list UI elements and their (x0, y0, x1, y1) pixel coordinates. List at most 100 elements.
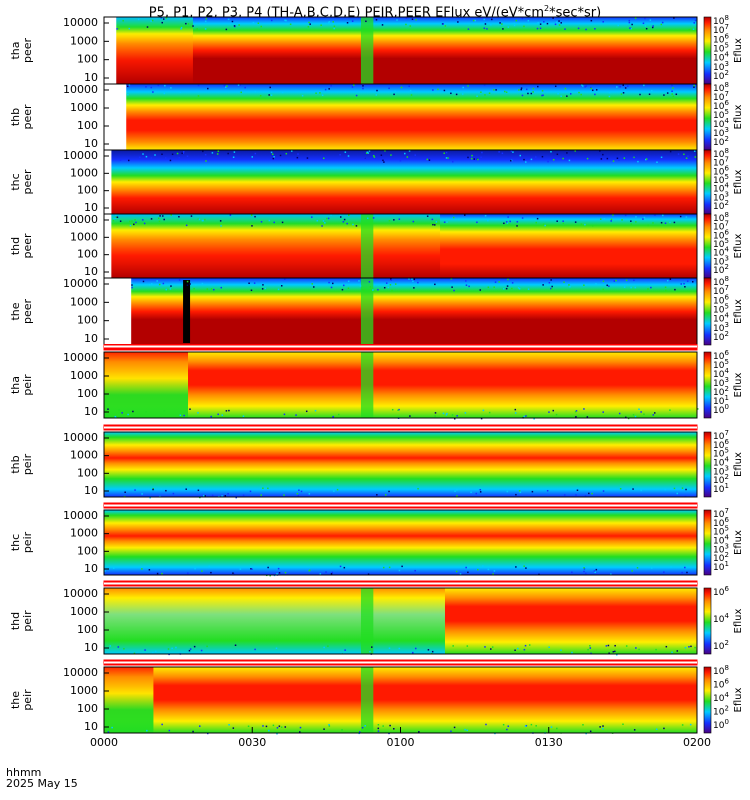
noise-speck (506, 728, 508, 731)
noise-speck (167, 648, 170, 650)
noise-speck (643, 84, 645, 87)
noise-speck (550, 726, 553, 728)
noise-speck (634, 415, 637, 418)
noise-speck (642, 22, 645, 25)
noise-speck (589, 91, 592, 93)
noise-speck (189, 283, 191, 285)
noise-speck (586, 157, 589, 160)
noise-speck (408, 278, 410, 280)
noise-speck (412, 220, 415, 223)
noise-speck (221, 495, 223, 497)
noise-speck (347, 280, 350, 283)
noise-speck (562, 220, 564, 222)
noise-speck (459, 573, 462, 575)
noise-speck (557, 92, 559, 95)
noise-speck (308, 493, 311, 495)
noise-speck (133, 652, 136, 655)
noise-speck (396, 19, 398, 21)
noise-speck (418, 731, 420, 733)
noise-speck (451, 160, 454, 163)
colorbar-tick-label: 102 (713, 330, 729, 343)
noise-speck (296, 156, 299, 159)
noise-speck (622, 723, 624, 726)
noise-speck (554, 23, 557, 26)
y-tick-label: 1000 (70, 684, 98, 697)
noise-speck (599, 150, 601, 152)
y-axis-label: thc (9, 534, 22, 551)
noise-speck (268, 729, 270, 732)
colorbar-tick-label: 100 (713, 718, 729, 731)
noise-speck (560, 22, 562, 24)
noise-speck (158, 220, 161, 222)
noise-speck (205, 17, 208, 20)
noise-speck (515, 493, 517, 496)
noise-speck (688, 28, 691, 31)
noise-speck (162, 215, 164, 217)
noise-speck (408, 85, 410, 87)
noise-speck (156, 280, 158, 282)
colorbar (703, 277, 712, 346)
noise-speck (583, 284, 585, 286)
noise-speck (514, 412, 517, 414)
noise-speck (278, 572, 281, 574)
noise-speck (193, 287, 195, 290)
noise-speck (629, 27, 631, 29)
noise-speck (150, 86, 153, 89)
noise-speck (591, 492, 593, 495)
noise-speck (690, 645, 692, 648)
y-tick-label: 10000 (63, 149, 98, 162)
late-interval (444, 588, 697, 654)
noise-speck (276, 732, 278, 735)
colorbar-tick-label: 102 (713, 69, 729, 82)
colorbar-tick-label: 104 (713, 246, 729, 259)
colorbar-tick-label: 105 (713, 358, 729, 371)
noise-speck (273, 221, 275, 224)
noise-speck (251, 225, 253, 227)
noise-speck (132, 410, 134, 413)
noise-speck (506, 490, 509, 493)
colorbar (703, 83, 712, 151)
noise-speck (200, 649, 203, 652)
y-axis-label: peir (21, 453, 34, 475)
noise-speck (267, 487, 269, 490)
noise-speck (324, 222, 326, 224)
noise-speck (250, 568, 252, 570)
noise-speck (632, 488, 634, 490)
noise-speck (479, 491, 482, 493)
noise-speck (295, 414, 297, 416)
noise-speck (623, 157, 626, 159)
noise-speck (483, 84, 486, 86)
noise-speck (223, 84, 226, 87)
noise-speck (499, 22, 501, 24)
y-tick-label: 100 (77, 53, 98, 66)
noise-speck (342, 652, 345, 655)
noise-speck (546, 284, 549, 286)
noise-speck (487, 568, 490, 571)
spectrogram-body (104, 510, 697, 575)
noise-speck (581, 85, 584, 87)
noise-speck (514, 649, 516, 652)
y-tick-label: 100 (77, 387, 98, 400)
colorbar-tick-label: 103 (713, 190, 729, 203)
noise-speck (538, 573, 540, 576)
noise-speck (327, 645, 329, 647)
noise-speck (224, 495, 226, 497)
noise-speck (116, 28, 118, 30)
noise-speck (453, 726, 456, 729)
mode-bar-inner (104, 504, 697, 507)
noise-speck (227, 18, 230, 21)
noise-speck (603, 218, 606, 220)
noise-speck (141, 568, 143, 570)
noise-speck (343, 566, 346, 569)
noise-speck (509, 220, 511, 223)
noise-speck (251, 156, 253, 158)
spectrogram-body (111, 150, 698, 214)
data-gap-bar (183, 280, 191, 343)
noise-speck (339, 565, 342, 568)
noise-speck (254, 648, 256, 651)
noise-speck (627, 85, 629, 87)
x-tick-label: 0200 (683, 736, 711, 749)
noise-speck (239, 568, 242, 570)
noise-speck (507, 725, 510, 727)
